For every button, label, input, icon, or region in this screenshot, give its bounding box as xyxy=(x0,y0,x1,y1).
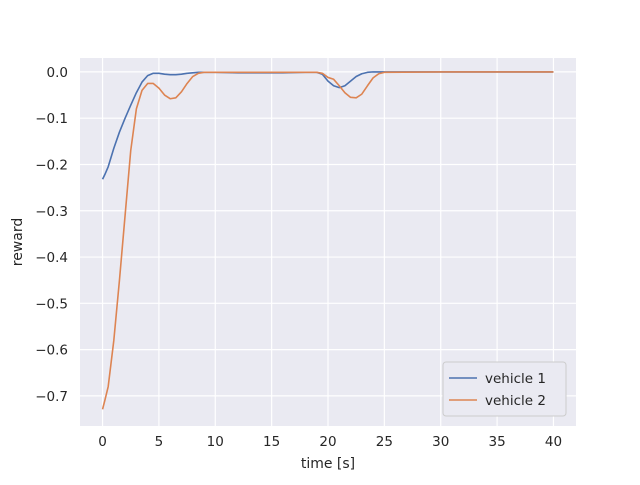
legend-box xyxy=(442,361,567,417)
x-tick-label: 20 xyxy=(319,434,336,450)
y-tick-label: −0.3 xyxy=(35,204,68,220)
x-axis-ticks: 0 5 10 15 20 25 30 35 40 xyxy=(98,434,562,450)
x-tick-label: 40 xyxy=(545,434,562,450)
x-tick-label: 30 xyxy=(432,434,449,450)
y-tick-label: −0.7 xyxy=(35,389,68,405)
y-tick-label: −0.4 xyxy=(35,250,68,266)
y-tick-label: 0.0 xyxy=(47,65,68,81)
x-axis-label: time [s] xyxy=(301,456,355,472)
legend-label-vehicle-2: vehicle 2 xyxy=(485,393,546,409)
y-axis-ticks: 0.0 −0.1 −0.2 −0.3 −0.4 −0.5 −0.6 −0.7 xyxy=(35,65,68,405)
legend-label-vehicle-1: vehicle 1 xyxy=(485,371,546,387)
y-tick-label: −0.1 xyxy=(35,111,68,127)
legend: vehicle 1 vehicle 2 xyxy=(442,361,567,417)
y-tick-label: −0.2 xyxy=(35,157,68,173)
series-line-2 xyxy=(101,71,554,410)
y-tick-label: −0.6 xyxy=(35,343,68,359)
y-axis-label: reward xyxy=(10,218,26,267)
x-tick-label: 0 xyxy=(98,434,107,450)
x-tick-label: 15 xyxy=(263,434,280,450)
y-tick-label: −0.5 xyxy=(35,296,68,312)
series-lines xyxy=(101,71,554,410)
x-tick-label: 35 xyxy=(488,434,505,450)
x-tick-label: 25 xyxy=(376,434,393,450)
x-tick-label: 5 xyxy=(155,434,164,450)
x-tick-label: 10 xyxy=(207,434,224,450)
